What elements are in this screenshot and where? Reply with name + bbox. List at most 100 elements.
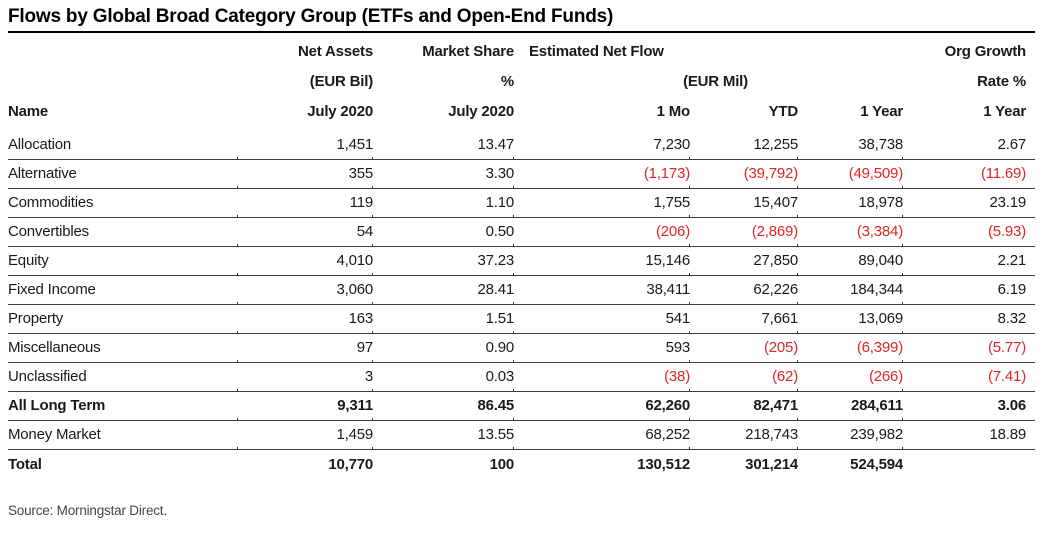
header-market-share-period: July 2020	[448, 103, 514, 120]
row-name: Miscellaneous	[8, 334, 238, 362]
table-row: Commodities 119 1.10 1,755 15,407 18,978…	[8, 189, 1035, 218]
header-row-columns: Name July 2020 July 2020 1 Mo YTD 1 Year…	[8, 97, 1035, 127]
header-net-assets-unit: (EUR Bil)	[309, 73, 373, 90]
row-value-flow-ytd: 301,214	[745, 456, 798, 473]
table-body: Allocation 1,451 13.47 7,230 12,255 38,7…	[8, 131, 1035, 479]
row-value-flow-1yr: (49,509)	[798, 160, 903, 188]
row-value-flow-1mo: 130,512	[637, 456, 690, 473]
row-value-market-share: 28.41	[373, 276, 514, 304]
header-net-assets: Net Assets	[298, 43, 373, 60]
row-value-market-share: 13.55	[373, 421, 514, 449]
row-value-net-assets: 1,459	[238, 421, 373, 449]
row-value-net-assets: 97	[238, 334, 373, 362]
row-value-org-growth: (5.93)	[988, 223, 1026, 240]
table-region: Flows by Global Broad Category Group (ET…	[8, 0, 1035, 518]
row-name: All Long Term	[8, 392, 238, 420]
row-name: Property	[8, 305, 238, 333]
row-value-net-assets: 4,010	[238, 247, 373, 275]
row-value-net-assets: 3,060	[238, 276, 373, 304]
header-flow-ytd: YTD	[768, 103, 798, 120]
row-value-org-growth: 3.06	[997, 397, 1026, 414]
header-row-units: (EUR Bil) % (EUR Mil) Rate %	[8, 67, 1035, 97]
header-flow-1yr: 1 Year	[860, 103, 903, 120]
row-value-flow-1yr: 524,594	[850, 456, 903, 473]
row-value-org-growth: (11.69)	[980, 165, 1026, 182]
row-name: Total	[8, 456, 42, 473]
row-value-org-growth: 2.21	[997, 252, 1026, 269]
row-value-market-share: 1.51	[373, 305, 514, 333]
row-value-org-growth: 8.32	[997, 310, 1026, 327]
row-value-market-share: 13.47	[373, 131, 514, 159]
source-note: Source: Morningstar Direct.	[8, 503, 167, 518]
row-value-flow-1mo: 1,755	[514, 189, 690, 217]
row-value-flow-1mo: 15,146	[514, 247, 690, 275]
row-value-flow-ytd: 12,255	[690, 131, 798, 159]
row-value-flow-ytd: (205)	[690, 334, 798, 362]
row-value-flow-ytd: (39,792)	[690, 160, 798, 188]
row-value-org-growth: 18.89	[989, 426, 1026, 443]
row-value-net-assets: 10,770	[328, 456, 373, 473]
header-estimated-net-flow: Estimated Net Flow	[529, 43, 664, 60]
row-value-flow-1yr: 184,344	[798, 276, 903, 304]
header-market-share: Market Share	[422, 43, 514, 60]
header-flow-1mo: 1 Mo	[656, 103, 690, 120]
row-value-flow-1yr: (266)	[798, 363, 903, 391]
row-value-org-growth: 23.19	[989, 194, 1026, 211]
row-value-flow-1yr: 284,611	[798, 392, 903, 420]
row-value-market-share: 100	[489, 456, 514, 473]
row-value-org-growth: (5.77)	[988, 339, 1026, 356]
row-value-net-assets: 355	[238, 160, 373, 188]
row-value-flow-ytd: (2,869)	[690, 218, 798, 246]
row-value-flow-ytd: 27,850	[690, 247, 798, 275]
header-name: Name	[8, 103, 49, 120]
row-value-flow-1mo: (38)	[514, 363, 690, 391]
table-row: Equity 4,010 37.23 15,146 27,850 89,040 …	[8, 247, 1035, 276]
table-row: Unclassified 3 0.03 (38) (62) (266) (7.4…	[8, 363, 1035, 392]
table-row: Money Market 1,459 13.55 68,252 218,743 …	[8, 421, 1035, 450]
row-value-flow-ytd: 7,661	[690, 305, 798, 333]
row-value-flow-1mo: 68,252	[514, 421, 690, 449]
row-value-market-share: 3.30	[373, 160, 514, 188]
row-value-flow-ytd: 82,471	[690, 392, 798, 420]
row-value-flow-ytd: 62,226	[690, 276, 798, 304]
row-name: Allocation	[8, 131, 238, 159]
row-value-flow-ytd: 218,743	[690, 421, 798, 449]
row-value-flow-1mo: 38,411	[514, 276, 690, 304]
row-value-flow-1yr: (6,399)	[798, 334, 903, 362]
row-value-flow-ytd: (62)	[690, 363, 798, 391]
header-net-assets-period: July 2020	[307, 103, 373, 120]
row-value-market-share: 86.45	[373, 392, 514, 420]
row-value-market-share: 1.10	[373, 189, 514, 217]
row-value-flow-1mo: 593	[514, 334, 690, 362]
row-value-flow-1yr: 18,978	[798, 189, 903, 217]
row-value-flow-1yr: 89,040	[798, 247, 903, 275]
row-name: Money Market	[8, 421, 238, 449]
header-org-growth-period: 1 Year	[983, 103, 1026, 120]
row-value-market-share: 0.03	[373, 363, 514, 391]
row-value-flow-ytd: 15,407	[690, 189, 798, 217]
table-row: Miscellaneous 97 0.90 593 (205) (6,399) …	[8, 334, 1035, 363]
table-row: All Long Term 9,311 86.45 62,260 82,471 …	[8, 392, 1035, 421]
header-net-flow-unit: (EUR Mil)	[683, 73, 748, 90]
row-value-market-share: 0.90	[373, 334, 514, 362]
row-value-net-assets: 9,311	[238, 392, 373, 420]
row-name: Alternative	[8, 160, 238, 188]
header-org-growth-unit: Rate %	[977, 73, 1026, 90]
page-title: Flows by Global Broad Category Group (ET…	[8, 0, 1035, 33]
row-value-net-assets: 163	[238, 305, 373, 333]
row-value-flow-1mo: 541	[514, 305, 690, 333]
row-value-org-growth: 2.67	[997, 136, 1026, 153]
row-value-net-assets: 54	[238, 218, 373, 246]
row-value-flow-1mo: (1,173)	[514, 160, 690, 188]
table-header: Net Assets Market Share Estimated Net Fl…	[8, 37, 1035, 127]
row-value-flow-1yr: 38,738	[798, 131, 903, 159]
row-value-market-share: 0.50	[373, 218, 514, 246]
row-value-flow-1yr: 239,982	[798, 421, 903, 449]
row-name: Unclassified	[8, 363, 238, 391]
row-value-net-assets: 1,451	[238, 131, 373, 159]
row-value-market-share: 37.23	[373, 247, 514, 275]
header-market-share-unit: %	[500, 73, 514, 90]
row-name: Fixed Income	[8, 276, 238, 304]
row-value-net-assets: 3	[238, 363, 373, 391]
